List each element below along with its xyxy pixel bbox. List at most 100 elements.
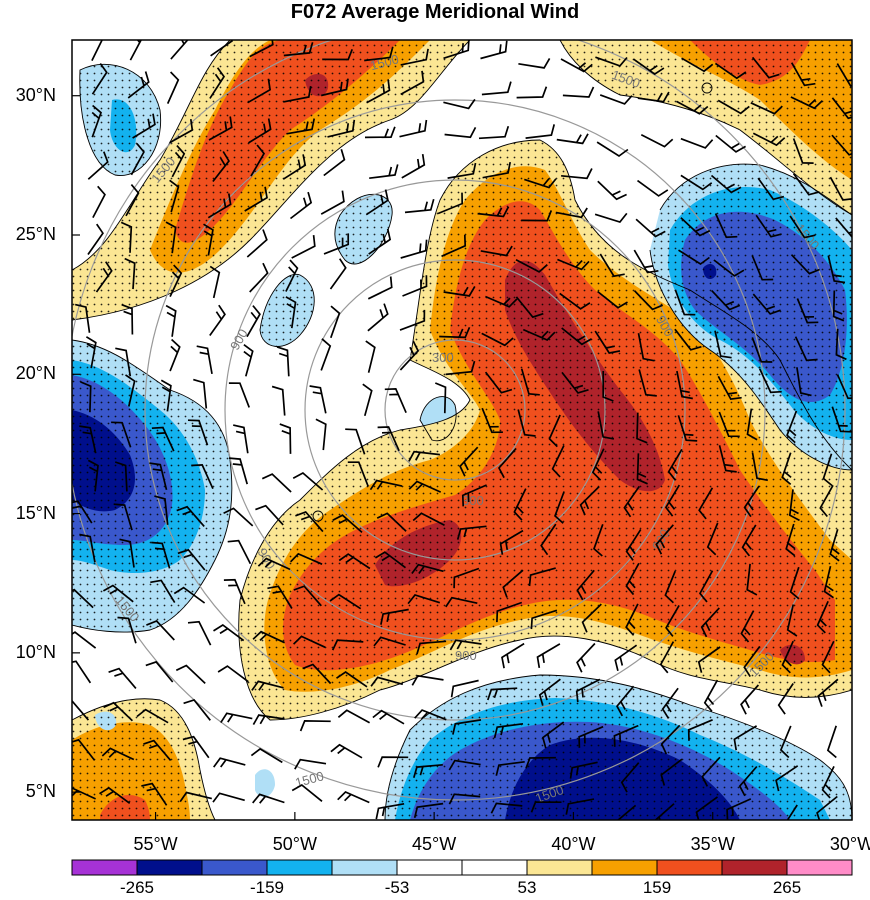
- wind-barb: [569, 761, 598, 779]
- wind-barb: [480, 245, 513, 257]
- wind-barb: [777, 683, 794, 715]
- wind-barb: [146, 619, 175, 641]
- wind-barb: [329, 305, 341, 339]
- wind-barb: [75, 303, 91, 333]
- colorbar-swatch: [786, 859, 853, 876]
- wind-barb: [132, 113, 156, 139]
- wind-barb: [597, 411, 615, 440]
- wind-barb: [823, 566, 834, 599]
- ring-label-1500-a: 1500: [369, 51, 401, 73]
- wind-barb: [213, 623, 245, 642]
- wind-barb: [714, 213, 738, 239]
- wind-barb: [792, 173, 820, 196]
- wind-barb: [775, 765, 799, 792]
- wind-barb: [502, 569, 524, 598]
- ring-label-300-b: 300: [462, 493, 484, 508]
- wind-barb: [364, 126, 396, 139]
- wind-barb: [715, 134, 747, 153]
- wind-barb: [169, 338, 181, 372]
- wind-barb: [323, 233, 350, 255]
- wind-barb: [437, 192, 464, 215]
- wind-barb: [615, 685, 635, 717]
- wind-barb: [111, 421, 132, 448]
- range-ring-1: [384, 339, 526, 481]
- wind-barb: [368, 228, 392, 255]
- wind-barb: [481, 407, 503, 434]
- wind-barb: [664, 570, 676, 604]
- wind-barb: [827, 255, 846, 284]
- wind-barb: [365, 340, 376, 373]
- wind-barb: [655, 524, 674, 555]
- wind-barb: [72, 660, 92, 684]
- wind-barb: [788, 489, 800, 522]
- wind-barb: [758, 368, 782, 394]
- wind-barb: [593, 524, 604, 557]
- wind-barb: [664, 484, 681, 517]
- wind-barb: [819, 484, 834, 518]
- wind-barb: [322, 48, 353, 61]
- filled-contours: 300 300 900 900 900 900 900 1500 1500 15…: [72, 40, 852, 820]
- wind-barb: [99, 786, 131, 804]
- wind-barb: [831, 134, 852, 156]
- wind-barb: [493, 722, 524, 739]
- wind-barb: [117, 616, 137, 644]
- wind-barb: [623, 485, 640, 518]
- wind-barb: [227, 539, 252, 565]
- wind-barb: [676, 100, 709, 115]
- wind-barb: [786, 410, 798, 444]
- wind-barb: [832, 290, 845, 322]
- wind-barb: [327, 119, 356, 138]
- wind-barb: [575, 678, 601, 703]
- lat-tick-label: 25°N: [15, 224, 56, 244]
- wind-barb: [579, 485, 600, 516]
- wind-barb: [414, 709, 447, 721]
- wind-barb: [703, 679, 719, 712]
- wind-barb: [125, 184, 140, 217]
- wind-barb: [72, 500, 93, 524]
- wind-barb: [717, 99, 750, 115]
- lat-tick-label: 30°N: [15, 84, 56, 105]
- wind-barb: [660, 758, 683, 786]
- wind-barb: [372, 709, 405, 725]
- wind-barb: [637, 91, 670, 103]
- wind-barb: [79, 425, 97, 454]
- wind-barb: [501, 642, 525, 669]
- wind-barb: [338, 553, 371, 570]
- wind-barb: [478, 125, 510, 140]
- wind-barb: [698, 570, 714, 603]
- wind-barb: [452, 719, 482, 735]
- wind-barb: [557, 258, 590, 271]
- wind-barb: [752, 293, 781, 315]
- wind-barb: [743, 645, 761, 678]
- wind-barb: [246, 305, 261, 338]
- wind-barb: [594, 212, 628, 223]
- wind-barb: [187, 620, 212, 646]
- wind-barb: [826, 725, 838, 759]
- wind-barb: [169, 179, 180, 213]
- wind-barb: [448, 793, 481, 805]
- wind-barb: [548, 414, 561, 448]
- wind-barb: [743, 485, 760, 518]
- wind-barb: [302, 663, 332, 685]
- wind-barb: [212, 151, 230, 183]
- wind-barb: [635, 218, 666, 238]
- wind-barb: [445, 360, 476, 376]
- wind-barb: [92, 185, 106, 218]
- wind-barb: [130, 143, 145, 176]
- wind-barb: [160, 379, 172, 412]
- wind-barb: [285, 259, 299, 292]
- wind-barb: [261, 473, 292, 493]
- wind-barb: [562, 86, 595, 98]
- wind-barb: [516, 86, 548, 99]
- wind-barb: [484, 371, 513, 394]
- wind-barb: [443, 40, 470, 60]
- wind-barb: [786, 604, 798, 637]
- wind-barb: [329, 258, 347, 290]
- wind-barb: [752, 132, 786, 147]
- wind-barb: [434, 382, 447, 414]
- wind-barb: [121, 303, 134, 335]
- wind-barb: [145, 660, 174, 683]
- wind-barb: [400, 239, 428, 259]
- wind-barb: [399, 309, 426, 331]
- wind-barb: [556, 133, 589, 145]
